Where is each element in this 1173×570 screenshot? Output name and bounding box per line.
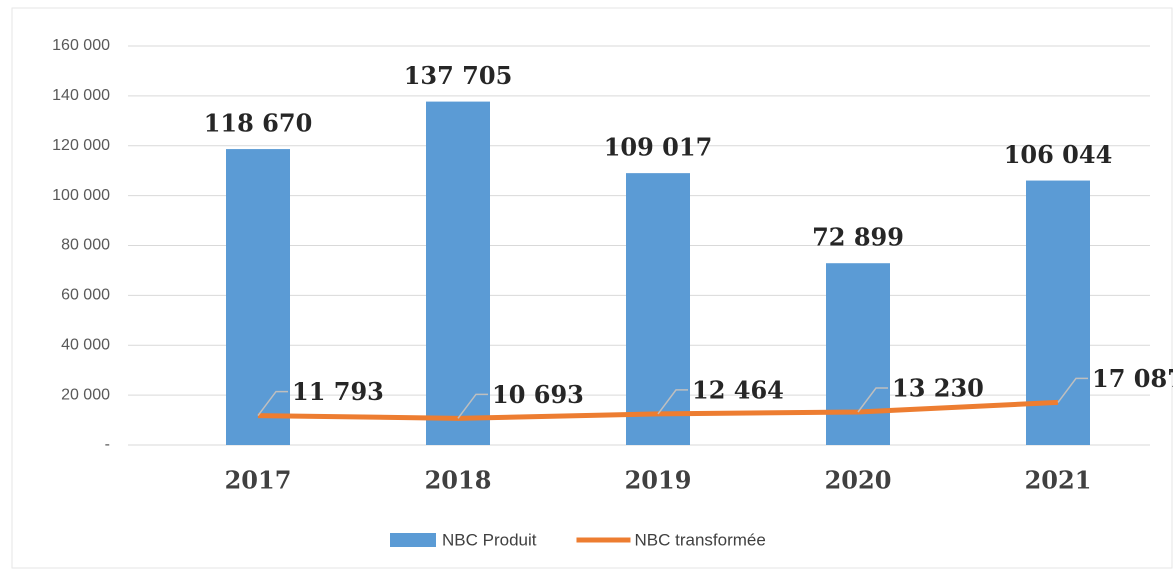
x-tick-label: 2020	[825, 466, 892, 495]
data-label: 72 899	[812, 223, 904, 252]
data-label: 12 464	[692, 375, 784, 404]
data-label: 11 793	[292, 377, 384, 406]
y-tick-label: 20 000	[61, 386, 110, 403]
leader-line	[657, 389, 688, 415]
bar	[226, 149, 290, 445]
data-label: 13 230	[892, 374, 984, 403]
x-tick-label: 2017	[225, 466, 292, 495]
x-tick-label: 2019	[625, 466, 692, 495]
y-tick-label: 120 000	[52, 137, 110, 154]
legend-label: NBC transformée	[634, 530, 765, 549]
legend-swatch	[390, 533, 436, 547]
legend-label: NBC Produit	[442, 530, 537, 549]
bar	[426, 101, 490, 446]
y-tick-label: 100 000	[52, 187, 110, 204]
leader-line	[1057, 377, 1088, 403]
data-label: 10 693	[492, 380, 584, 409]
data-label: 118 670	[204, 109, 313, 138]
y-tick-label: 80 000	[61, 237, 110, 254]
x-tick-label: 2018	[425, 466, 492, 495]
data-label: 106 044	[1004, 140, 1113, 169]
x-tick-label: 2021	[1025, 466, 1092, 495]
leader-line	[457, 393, 488, 419]
leader-line	[857, 387, 888, 413]
data-label: 137 705	[404, 61, 513, 90]
bar	[826, 263, 890, 445]
y-tick-label: 160 000	[52, 37, 110, 54]
bar	[626, 173, 690, 445]
y-tick-label: 60 000	[61, 287, 110, 304]
chart-frame	[11, 7, 1173, 569]
data-label: 17 087	[1092, 364, 1173, 393]
data-label: 109 017	[604, 133, 713, 162]
y-tick-label: 40 000	[61, 336, 110, 353]
y-tick-label: 140 000	[52, 87, 110, 104]
leader-line	[257, 390, 288, 417]
y-tick-label: -	[105, 436, 110, 453]
